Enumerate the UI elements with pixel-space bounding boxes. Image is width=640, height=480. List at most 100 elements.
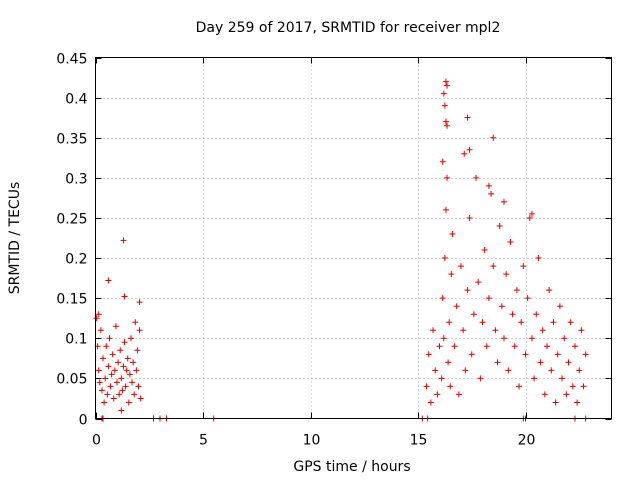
- data-point: [582, 351, 589, 358]
- data-point: [126, 371, 133, 378]
- data-point: [539, 327, 546, 334]
- data-point: [110, 395, 117, 402]
- data-point: [516, 383, 523, 390]
- data-point: [466, 214, 473, 221]
- data-point: [434, 391, 441, 398]
- data-point: [116, 391, 123, 398]
- data-point: [522, 351, 529, 358]
- data-point: [559, 375, 566, 382]
- data-point: [578, 327, 585, 334]
- data-point: [133, 367, 140, 374]
- y-axis-label: SRMTID / TECUs: [7, 182, 23, 295]
- data-point: [121, 339, 128, 346]
- data-point: [120, 363, 127, 370]
- data-point: [93, 315, 100, 322]
- data-point: [565, 359, 572, 366]
- data-point: [550, 319, 557, 326]
- data-point: [468, 351, 475, 358]
- data-point: [108, 371, 115, 378]
- data-point: [423, 383, 430, 390]
- data-point: [131, 391, 138, 398]
- x-tick-labels: 0 5 10 15 20: [92, 433, 535, 449]
- data-point: [563, 391, 570, 398]
- data-point: [104, 391, 111, 398]
- data-point: [134, 347, 141, 354]
- data-point: [483, 343, 490, 350]
- data-point: [121, 293, 128, 300]
- data-point: [490, 134, 497, 141]
- data-point: [124, 355, 131, 362]
- data-point: [440, 90, 447, 97]
- data-point: [106, 335, 113, 342]
- data-point: [132, 319, 139, 326]
- data-point: [492, 327, 499, 334]
- plot-frame: [95, 57, 612, 419]
- data-point: [496, 222, 503, 229]
- data-point: [105, 363, 112, 370]
- data-point: [444, 122, 451, 129]
- y-tick-label: 0: [79, 413, 88, 429]
- x-tick-label: 20: [518, 433, 536, 449]
- data-point: [430, 327, 437, 334]
- y-tick-labels: 0 0.05 0.1 0.15 0.2 0.25 0.3 0.35 0.4 0.45: [56, 52, 87, 429]
- data-point: [490, 263, 497, 270]
- data-point: [96, 379, 103, 386]
- data-point: [440, 335, 447, 342]
- data-point: [453, 303, 460, 310]
- data-point: [520, 263, 527, 270]
- data-point: [105, 277, 112, 284]
- data-point: [103, 343, 110, 350]
- data-point: [518, 319, 525, 326]
- data-point: [123, 367, 130, 374]
- data-point: [537, 359, 544, 366]
- data-point: [503, 271, 510, 278]
- data-point: [439, 158, 446, 165]
- data-point: [436, 343, 443, 350]
- data-point: [574, 399, 581, 406]
- x-tick-label: 10: [303, 433, 321, 449]
- data-point: [425, 351, 432, 358]
- x-tick-label: 5: [199, 433, 208, 449]
- data-point: [447, 383, 454, 390]
- data-point: [477, 375, 484, 382]
- data-point: [462, 367, 469, 374]
- data-point: [507, 239, 514, 246]
- data-point: [448, 271, 455, 278]
- data-point: [118, 375, 125, 382]
- data-point: [464, 287, 471, 294]
- y-tick-label: 0.15: [56, 292, 87, 308]
- data-point: [556, 303, 563, 310]
- data-point: [114, 379, 120, 386]
- data-point: [427, 399, 434, 406]
- data-point: [445, 359, 452, 366]
- data-point: [470, 311, 477, 318]
- data-point: [432, 367, 439, 374]
- data-point: [98, 387, 105, 394]
- data-point: [446, 319, 453, 326]
- data-point: [561, 335, 568, 342]
- data-point: [475, 279, 482, 286]
- data-point: [498, 303, 505, 310]
- data-point: [511, 343, 518, 350]
- data-point: [576, 367, 583, 374]
- data-point: [481, 247, 488, 254]
- data-point: [130, 359, 137, 366]
- y-tick-label: 0.25: [56, 212, 87, 228]
- data-point: [528, 335, 535, 342]
- data-point: [441, 255, 448, 262]
- data-point: [546, 287, 553, 294]
- data-point: [501, 198, 507, 205]
- data-point: [117, 347, 124, 354]
- grid: [95, 57, 612, 419]
- x-tick-label: 0: [92, 433, 101, 449]
- data-point: [473, 174, 480, 181]
- y-tick-label: 0.4: [65, 92, 87, 108]
- axis-ticks: [95, 57, 612, 420]
- data-point: [533, 311, 540, 318]
- y-tick-label: 0.1: [65, 332, 87, 348]
- x-axis-label: GPS time / hours: [293, 459, 410, 475]
- data-point: [135, 383, 142, 390]
- data-point: [513, 287, 520, 294]
- data-point: [95, 367, 102, 374]
